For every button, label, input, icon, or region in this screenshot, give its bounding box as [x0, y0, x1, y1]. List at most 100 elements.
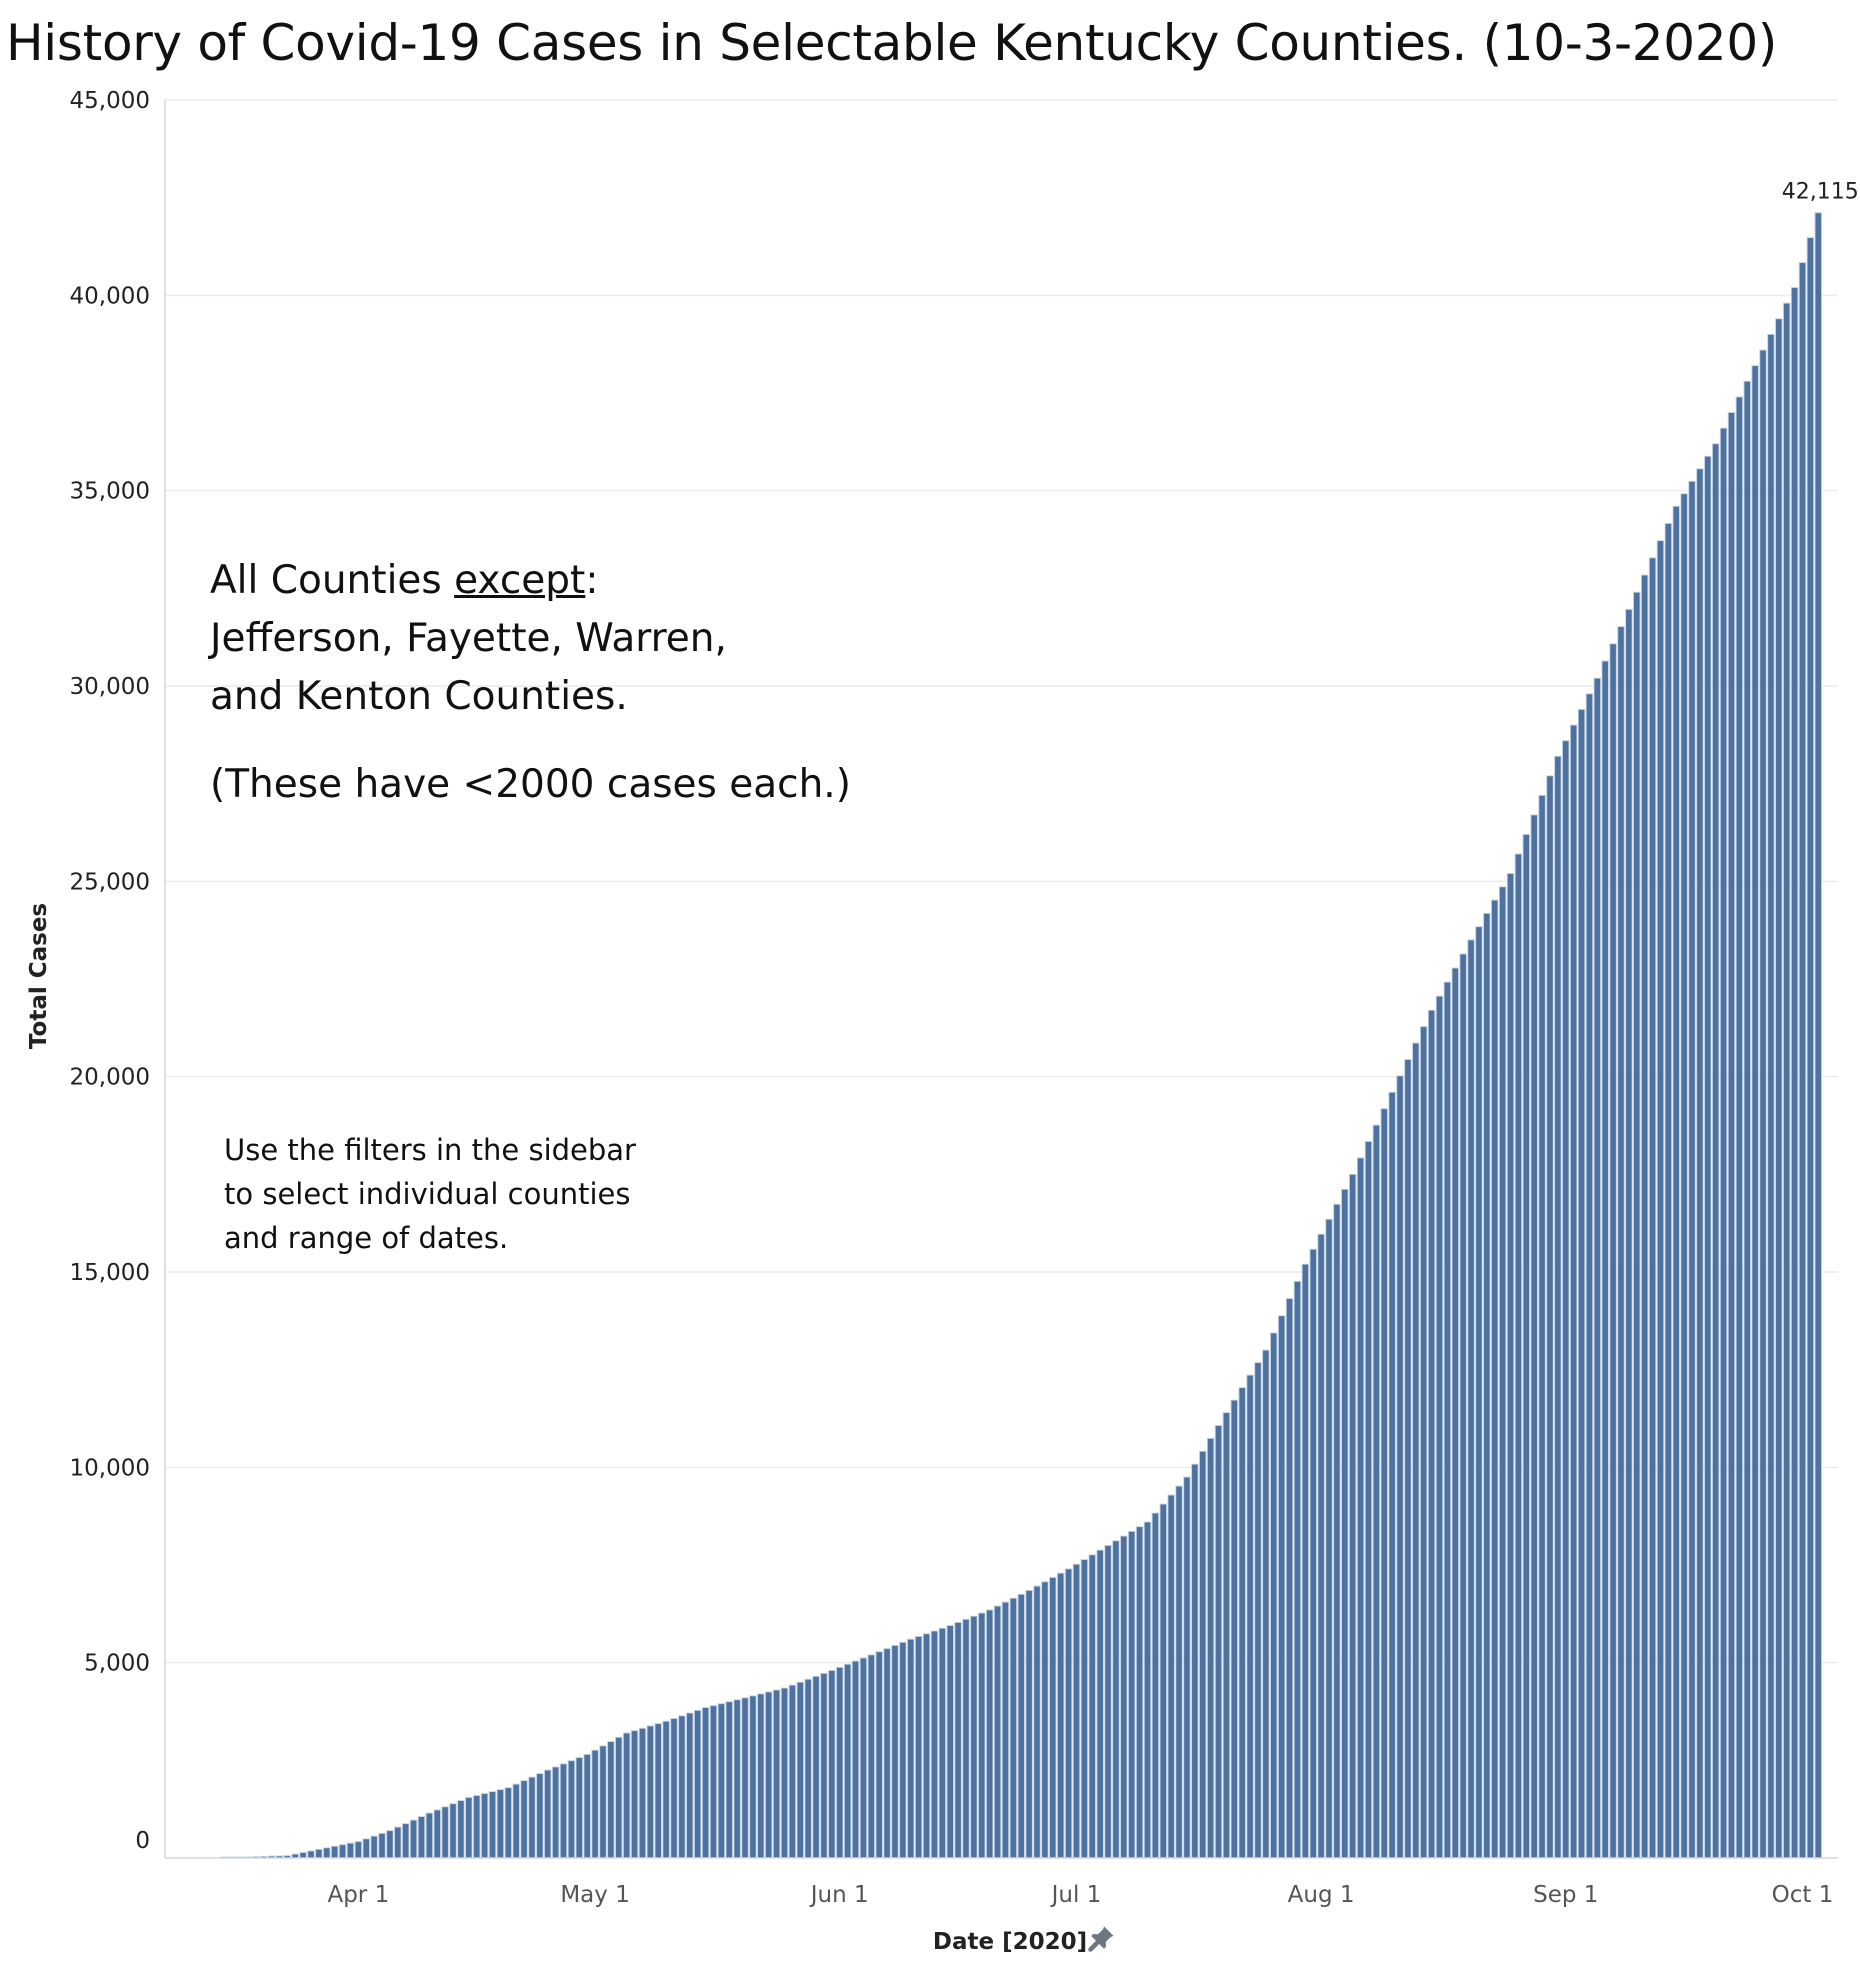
- bar[interactable]: [914, 1636, 923, 1859]
- bar[interactable]: [1569, 724, 1578, 1859]
- bar[interactable]: [504, 1787, 512, 1859]
- bar[interactable]: [1656, 540, 1665, 1859]
- bar[interactable]: [828, 1670, 836, 1859]
- bar[interactable]: [559, 1763, 568, 1859]
- bar[interactable]: [812, 1675, 820, 1859]
- bar[interactable]: [1404, 1059, 1412, 1859]
- bar[interactable]: [962, 1618, 970, 1859]
- bar[interactable]: [1001, 1601, 1010, 1859]
- bar[interactable]: [473, 1795, 481, 1859]
- bar[interactable]: [591, 1749, 599, 1859]
- bar[interactable]: [1009, 1597, 1018, 1859]
- bar[interactable]: [867, 1654, 875, 1859]
- bar[interactable]: [851, 1660, 860, 1859]
- bar[interactable]: [1341, 1188, 1349, 1859]
- bar[interactable]: [583, 1754, 591, 1859]
- bar[interactable]: [954, 1621, 962, 1859]
- bar[interactable]: [1633, 591, 1641, 1859]
- bar[interactable]: [709, 1705, 718, 1859]
- bar[interactable]: [993, 1605, 1002, 1859]
- bar[interactable]: [701, 1707, 710, 1859]
- bar[interactable]: [1640, 574, 1649, 1859]
- bar[interactable]: [1104, 1545, 1112, 1859]
- bar[interactable]: [1743, 380, 1751, 1859]
- bar[interactable]: [630, 1730, 639, 1859]
- bar[interactable]: [457, 1800, 465, 1859]
- bar[interactable]: [1759, 349, 1767, 1859]
- bar[interactable]: [1380, 1108, 1388, 1859]
- bar[interactable]: [1427, 1009, 1436, 1859]
- bar[interactable]: [741, 1697, 749, 1859]
- bar[interactable]: [551, 1766, 560, 1859]
- bar[interactable]: [575, 1757, 583, 1859]
- bar[interactable]: [1783, 302, 1791, 1859]
- bar[interactable]: [1175, 1485, 1183, 1859]
- bar[interactable]: [1120, 1535, 1128, 1859]
- bar[interactable]: [725, 1701, 733, 1859]
- bar[interactable]: [1364, 1141, 1373, 1859]
- bar[interactable]: [1396, 1075, 1404, 1859]
- bar[interactable]: [1277, 1315, 1286, 1859]
- bar[interactable]: [899, 1641, 907, 1859]
- bar[interactable]: [1562, 740, 1570, 1859]
- bar[interactable]: [978, 1612, 986, 1859]
- bar[interactable]: [1325, 1218, 1333, 1859]
- bar[interactable]: [599, 1745, 607, 1859]
- bar[interactable]: [1033, 1585, 1041, 1859]
- bar[interactable]: [607, 1741, 615, 1859]
- bar[interactable]: [930, 1630, 939, 1859]
- bar[interactable]: [315, 1848, 323, 1859]
- bar[interactable]: [615, 1736, 623, 1859]
- bar[interactable]: [1199, 1450, 1207, 1859]
- bar[interactable]: [1435, 995, 1444, 1859]
- bar[interactable]: [378, 1832, 386, 1859]
- bar[interactable]: [370, 1835, 378, 1859]
- bar[interactable]: [394, 1826, 402, 1859]
- bar[interactable]: [843, 1663, 852, 1859]
- bar[interactable]: [1159, 1503, 1167, 1859]
- bar[interactable]: [1719, 427, 1728, 1859]
- bar[interactable]: [1680, 493, 1688, 1859]
- bar[interactable]: [362, 1838, 370, 1859]
- bar[interactable]: [1309, 1248, 1317, 1859]
- bar[interactable]: [859, 1657, 868, 1859]
- bar[interactable]: [938, 1627, 947, 1859]
- bar[interactable]: [1151, 1512, 1160, 1859]
- bar[interactable]: [433, 1809, 441, 1859]
- bar[interactable]: [1135, 1526, 1144, 1859]
- bar[interactable]: [1049, 1577, 1057, 1859]
- bar[interactable]: [1238, 1387, 1246, 1859]
- bar[interactable]: [1546, 775, 1554, 1859]
- bar[interactable]: [1491, 899, 1499, 1859]
- bar[interactable]: [836, 1666, 844, 1859]
- bar[interactable]: [441, 1806, 449, 1859]
- bar[interactable]: [1356, 1157, 1365, 1859]
- bar[interactable]: [1025, 1589, 1033, 1859]
- bar[interactable]: [1814, 212, 1822, 1859]
- bar[interactable]: [1167, 1494, 1175, 1859]
- bar[interactable]: [1348, 1173, 1357, 1859]
- bar[interactable]: [386, 1830, 394, 1859]
- bar[interactable]: [1593, 677, 1601, 1859]
- bar[interactable]: [1688, 480, 1696, 1859]
- bar[interactable]: [717, 1703, 726, 1859]
- bar[interactable]: [496, 1789, 505, 1859]
- bar[interactable]: [804, 1678, 812, 1859]
- bar[interactable]: [678, 1715, 686, 1859]
- bar[interactable]: [1498, 886, 1507, 1859]
- bar[interactable]: [1735, 396, 1744, 1859]
- bar[interactable]: [1372, 1124, 1381, 1859]
- bar[interactable]: [1585, 693, 1594, 1859]
- bar[interactable]: [1206, 1437, 1215, 1859]
- bar[interactable]: [985, 1609, 994, 1859]
- bar[interactable]: [1467, 939, 1475, 1859]
- bar[interactable]: [1230, 1399, 1238, 1859]
- bar[interactable]: [780, 1687, 789, 1859]
- bar[interactable]: [1522, 834, 1530, 1859]
- bar[interactable]: [1056, 1572, 1065, 1859]
- bar[interactable]: [670, 1718, 678, 1859]
- bar[interactable]: [1443, 981, 1452, 1859]
- bar[interactable]: [544, 1769, 552, 1859]
- bar[interactable]: [528, 1776, 536, 1859]
- bar[interactable]: [402, 1823, 410, 1859]
